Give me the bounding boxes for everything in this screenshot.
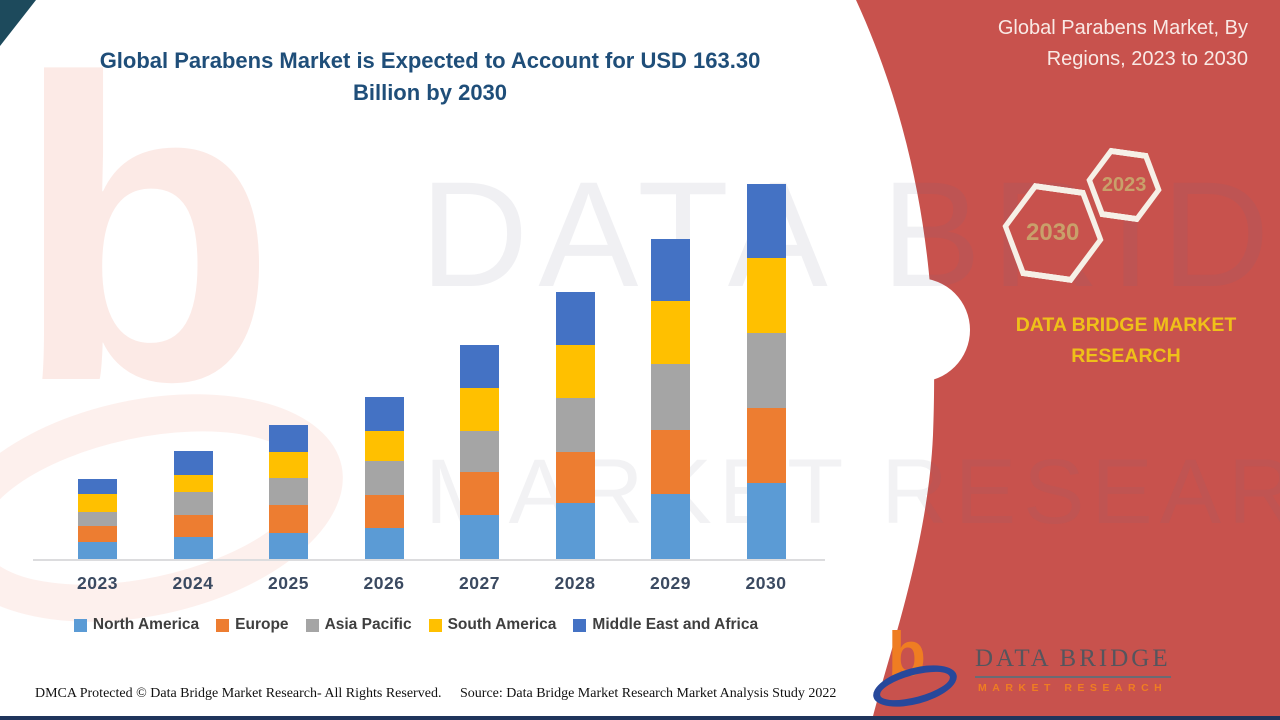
legend-item: South America	[428, 616, 557, 634]
logo-b-icon: b	[888, 620, 926, 689]
legend-label: North America	[92, 616, 200, 633]
bar-segment	[651, 429, 690, 494]
x-axis-label: 2026	[363, 573, 405, 593]
bar-segment	[78, 478, 117, 495]
legend-swatch	[216, 618, 230, 632]
bar-segment	[460, 387, 499, 431]
legend: North America Europe Asia Pacific South Ame…	[0, 616, 832, 634]
bar-segment	[364, 494, 404, 528]
bar-segment	[173, 451, 213, 475]
bar-segment	[746, 332, 786, 408]
bar-segment	[460, 471, 499, 515]
hexagon-2030-label: 2030	[1026, 218, 1080, 246]
logo-tagline: MARKET RESEARCH	[978, 682, 1168, 694]
legend-swatch	[73, 618, 87, 632]
x-axis-label: 2028	[554, 573, 596, 593]
bar-segment	[746, 183, 786, 258]
bar-segment	[651, 238, 690, 302]
bar-2026	[364, 397, 404, 559]
bar-2028	[555, 292, 595, 559]
sidebar-title: Global Parabens Market, By Regions, 2023…	[997, 17, 1248, 70]
bar-2023	[78, 478, 117, 559]
bar-segment	[555, 292, 595, 345]
watermark-logo-b: b	[14, 0, 277, 471]
bar-segment	[78, 494, 117, 512]
legend-swatch	[428, 618, 442, 632]
bar-segment	[364, 528, 404, 559]
bar-segment	[78, 526, 117, 542]
legend-label: Middle East and Africa	[592, 616, 759, 633]
bar-segment	[173, 536, 213, 559]
bar-2029	[651, 238, 690, 559]
legend-label: South America	[447, 616, 557, 633]
logo-wordmark: DATA BRIDGE	[975, 645, 1171, 678]
x-axis-line	[33, 559, 825, 561]
legend-swatch	[305, 618, 319, 632]
bar-segment	[173, 492, 213, 516]
bottom-rule	[0, 716, 1280, 720]
bar-segment	[364, 431, 404, 461]
bar-segment	[651, 301, 690, 365]
bar-segment	[746, 257, 786, 333]
bar-segment	[460, 430, 499, 472]
bar-2024	[173, 451, 213, 559]
bar-2030	[746, 183, 786, 559]
legend-label: Europe	[235, 616, 289, 633]
bar-segment	[364, 397, 404, 432]
source-note: Source: Data Bridge Market Research Mark…	[460, 686, 837, 701]
bar-segment	[555, 503, 595, 559]
bar-segment	[555, 451, 595, 504]
bar-segment	[651, 364, 690, 430]
bar-segment	[269, 425, 308, 453]
bar-2027	[460, 344, 499, 559]
bar-segment	[460, 514, 499, 559]
dmca-notice: DMCA Protected © Data Bridge Market Rese…	[35, 686, 442, 701]
page-title: Global Parabens Market is Expected to Ac…	[99, 48, 761, 105]
x-axis-label: 2024	[172, 573, 214, 593]
x-axis-label: 2030	[745, 573, 787, 593]
bar-segment	[173, 515, 213, 537]
brand-text: DATA BRIDGE MARKET RESEARCH	[1015, 314, 1237, 367]
white-bite-circle	[866, 278, 970, 382]
bar-segment	[746, 407, 786, 483]
bar-segment	[173, 474, 213, 493]
legend-item: Asia Pacific	[305, 616, 412, 634]
x-axis-label: 2025	[268, 573, 309, 593]
legend-label: Asia Pacific	[324, 616, 412, 633]
bar-segment	[460, 344, 499, 388]
bar-segment	[746, 483, 786, 559]
bar-segment	[269, 532, 308, 559]
bar-segment	[78, 542, 117, 559]
legend-item: Europe	[216, 616, 289, 634]
legend-item: Middle East and Africa	[573, 616, 758, 634]
x-axis-label: 2029	[650, 573, 691, 593]
bar-segment	[78, 511, 117, 527]
bar-segment	[651, 494, 690, 559]
bar-2025	[269, 425, 308, 559]
bar-segment	[269, 504, 308, 533]
legend-swatch	[573, 618, 587, 632]
hexagon-2023-label: 2023	[1101, 173, 1147, 196]
bar-segment	[269, 452, 308, 479]
bar-segment	[269, 478, 308, 505]
x-axis-label: 2023	[77, 573, 118, 593]
bar-segment	[364, 460, 404, 495]
bar-segment	[555, 344, 595, 398]
bar-segment	[555, 397, 595, 452]
x-axis-label: 2027	[459, 573, 500, 593]
legend-item: North America	[73, 616, 200, 634]
